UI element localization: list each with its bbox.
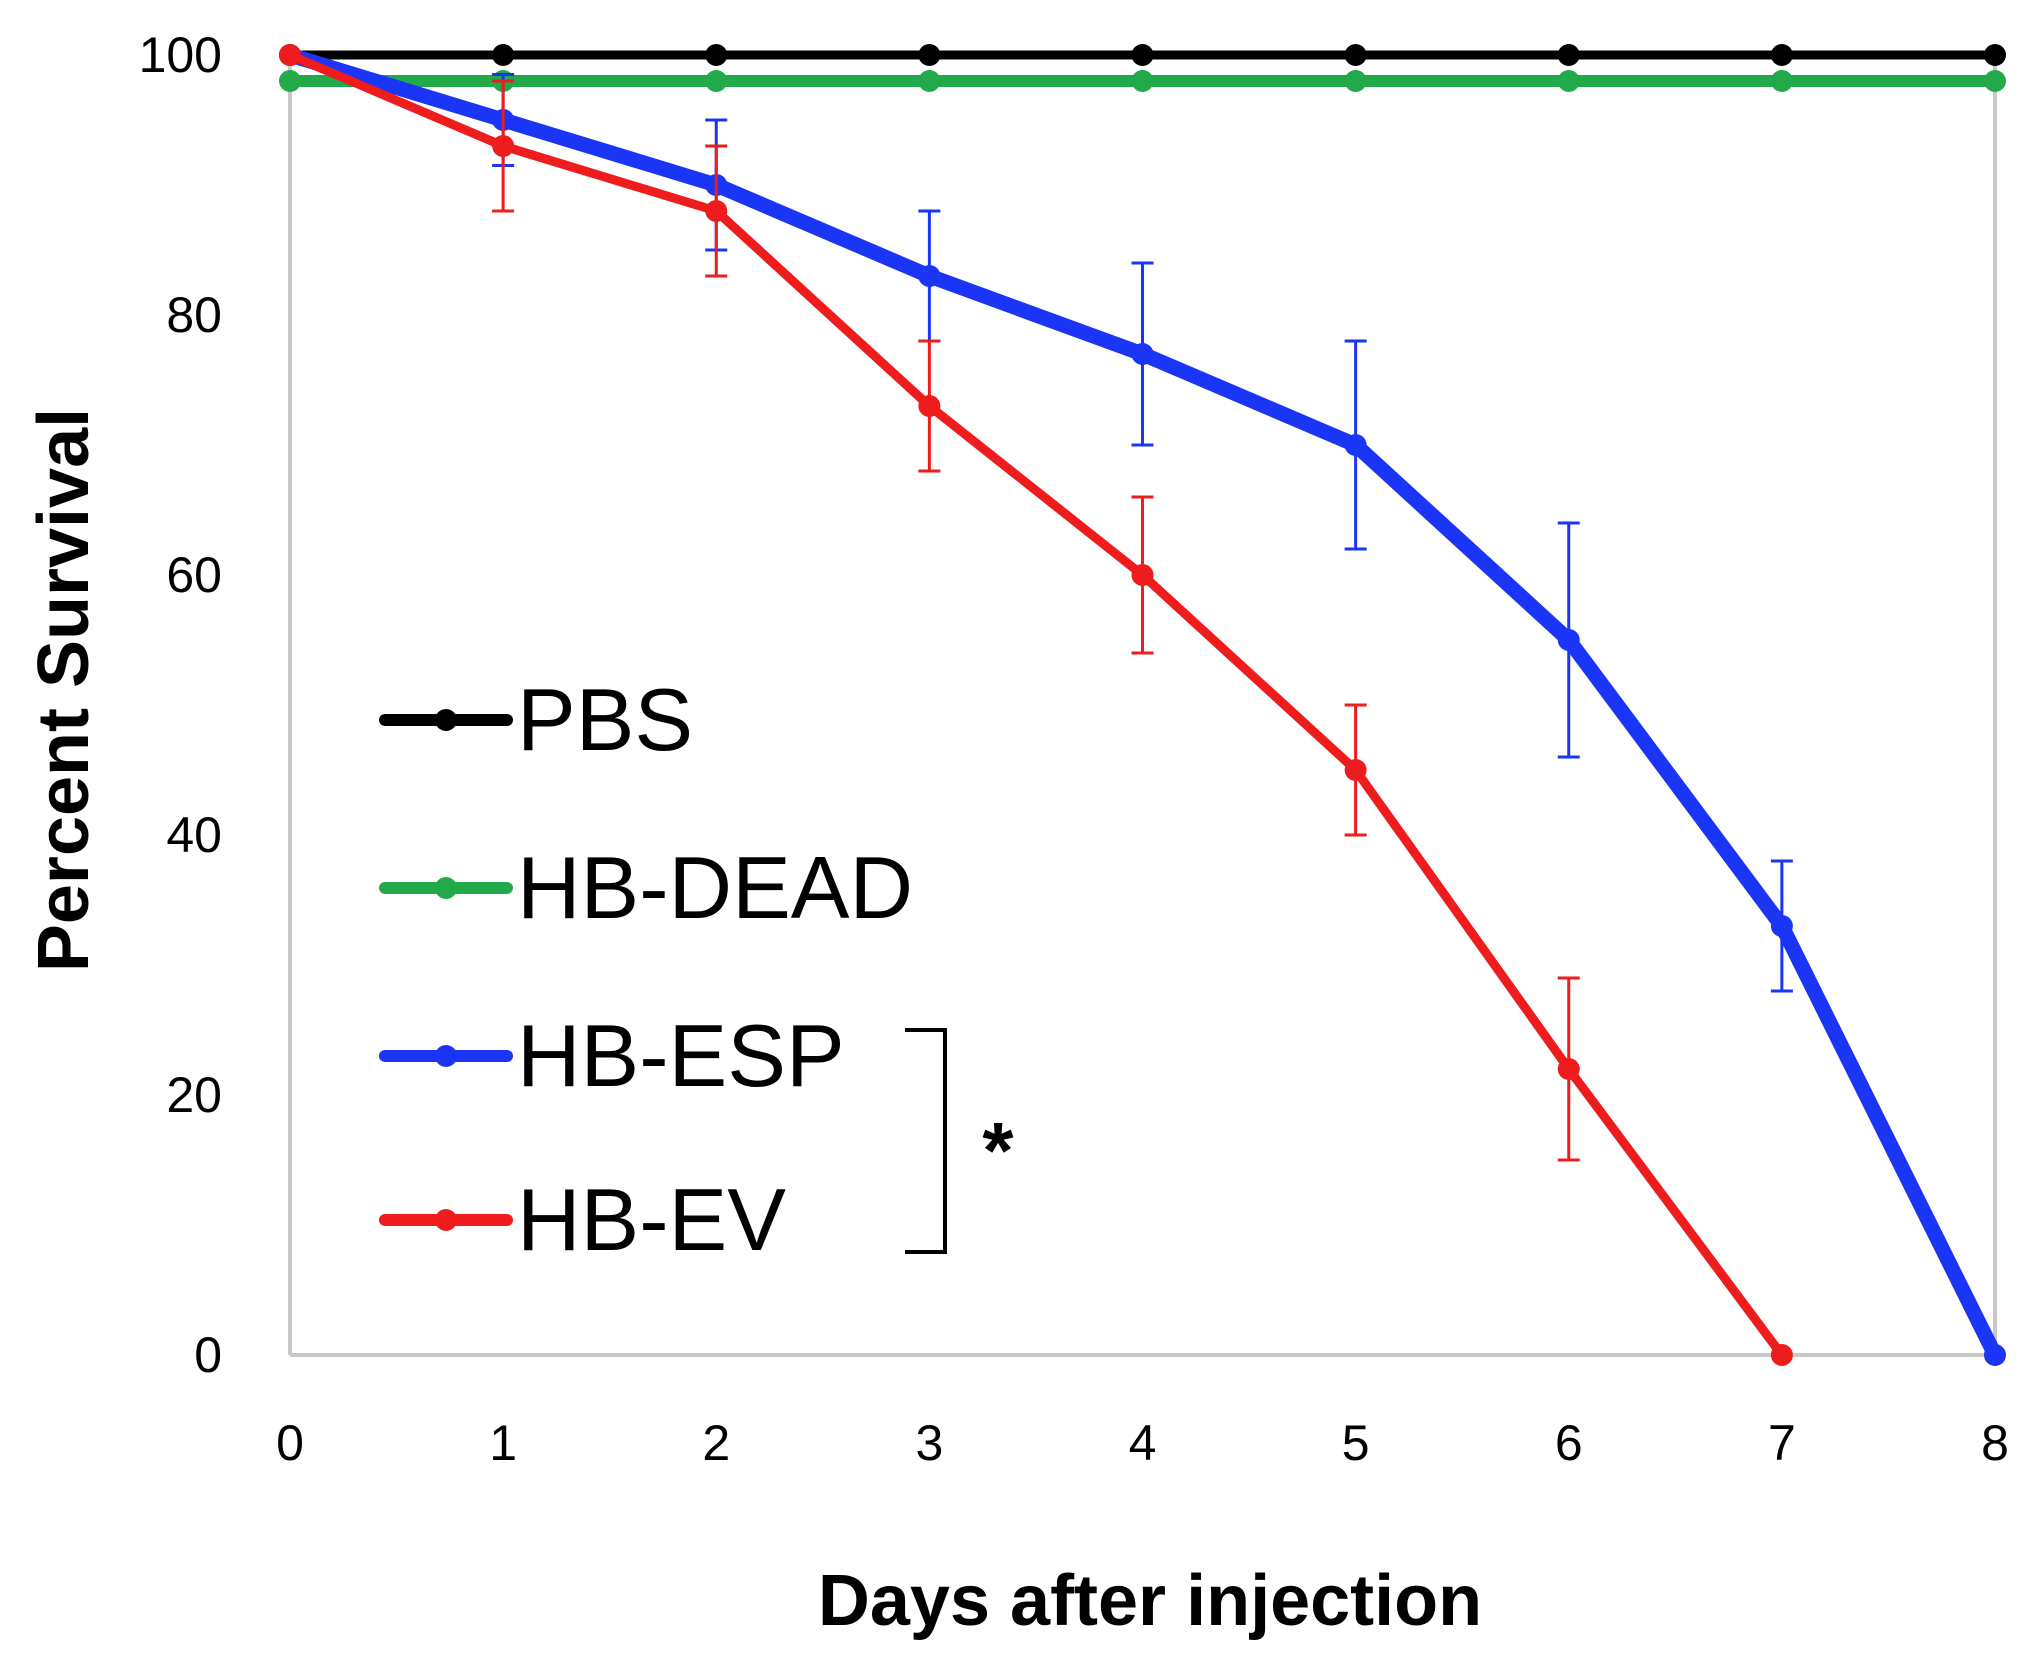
- legend: PBS HB-DEAD HB-ESP HB-EV: [379, 670, 913, 1269]
- data-point: [705, 70, 728, 92]
- series-pbs: [279, 44, 2006, 66]
- data-point: [279, 44, 301, 66]
- y-tick-label: 100: [139, 27, 222, 83]
- data-point: [705, 44, 728, 66]
- y-tick-labels: 0 20 40 60 80 100: [139, 27, 222, 1383]
- data-point: [1131, 70, 1154, 92]
- data-point: [1557, 629, 1580, 651]
- legend-swatch-marker: [435, 1045, 457, 1067]
- x-tick-label: 7: [1768, 1415, 1796, 1471]
- data-point: [1770, 1344, 1793, 1366]
- data-point: [279, 70, 301, 92]
- data-point: [918, 395, 941, 417]
- x-tick-label: 2: [702, 1415, 730, 1471]
- data-point: [1984, 44, 2006, 66]
- data-point: [1557, 44, 1580, 66]
- data-point: [492, 135, 515, 157]
- x-tick-label: 5: [1342, 1415, 1370, 1471]
- x-axis-title: Days after injection: [818, 1561, 1482, 1641]
- x-tick-label: 3: [915, 1415, 943, 1471]
- y-tick-label: 40: [166, 807, 222, 863]
- data-point: [1344, 44, 1367, 66]
- series-hb-dead: [279, 70, 2006, 92]
- data-point: [1984, 70, 2006, 92]
- data-point: [1557, 1058, 1580, 1080]
- y-tick-label: 60: [166, 547, 222, 603]
- significance-bracket: [905, 1028, 947, 1254]
- significance-star: *: [982, 1106, 1014, 1195]
- legend-label: HB-DEAD: [517, 838, 913, 937]
- x-tick-label: 8: [1981, 1415, 2009, 1471]
- data-point: [1770, 44, 1793, 66]
- series-layer: [279, 44, 2006, 1366]
- data-point: [1131, 564, 1154, 586]
- data-point: [1770, 915, 1793, 937]
- legend-swatch-marker: [435, 877, 457, 899]
- x-tick-label: 4: [1129, 1415, 1157, 1471]
- data-point: [1557, 70, 1580, 92]
- legend-swatch-marker: [435, 709, 457, 731]
- data-point: [918, 70, 941, 92]
- legend-label: HB-EV: [517, 1170, 786, 1269]
- data-point: [1344, 70, 1367, 92]
- data-point: [1131, 44, 1154, 66]
- x-tick-labels: 0 1 2 3 4 5 6 7 8: [276, 1415, 2009, 1471]
- data-point: [918, 265, 941, 287]
- legend-label: PBS: [517, 670, 693, 769]
- legend-label: HB-ESP: [517, 1006, 845, 1105]
- y-tick-label: 0: [194, 1327, 222, 1383]
- legend-swatch-marker: [435, 1209, 457, 1231]
- data-point: [1984, 1344, 2006, 1366]
- series-line: [288, 50, 1786, 1358]
- y-axis-title: Percent Survival: [24, 408, 104, 972]
- y-tick-label: 20: [166, 1067, 222, 1123]
- series-hb-ev: [279, 44, 1793, 1366]
- x-tick-label: 0: [276, 1415, 304, 1471]
- data-point: [1344, 434, 1367, 456]
- x-tick-label: 6: [1555, 1415, 1583, 1471]
- data-point: [1344, 759, 1367, 781]
- data-point: [918, 44, 941, 66]
- data-point: [1131, 343, 1154, 365]
- x-tick-label: 1: [489, 1415, 517, 1471]
- data-point: [492, 44, 515, 66]
- data-point: [705, 200, 728, 222]
- data-point: [1770, 70, 1793, 92]
- y-tick-label: 80: [166, 287, 222, 343]
